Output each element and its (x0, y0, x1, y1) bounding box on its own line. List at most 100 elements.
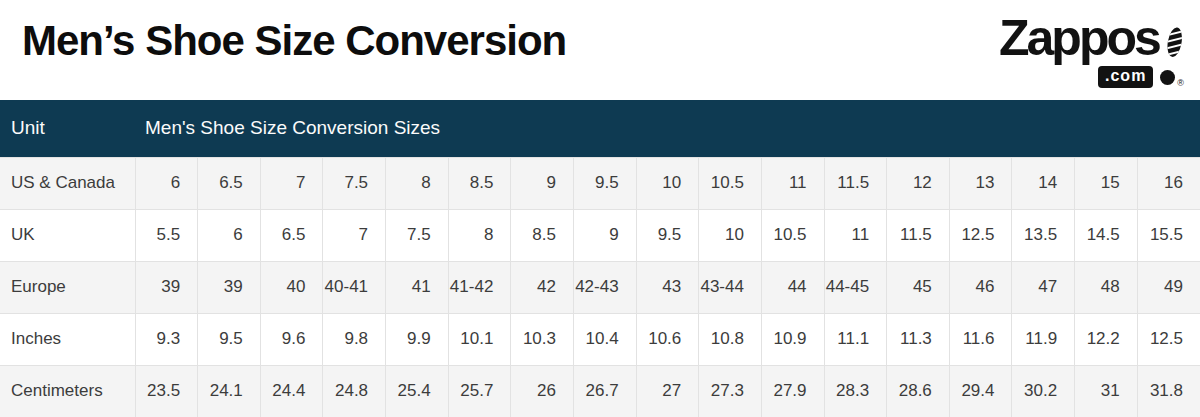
size-cell: 10.5 (699, 157, 762, 209)
size-cell: 27 (636, 365, 699, 417)
size-cell: 9.5 (573, 157, 636, 209)
size-cell: 6 (198, 209, 261, 261)
size-cell: 28.3 (824, 365, 887, 417)
size-cell: 10.5 (761, 209, 824, 261)
size-cell: 7.5 (323, 157, 386, 209)
page: Men’s Shoe Size Conversion Zappos (0, 0, 1200, 417)
size-cell: 11 (824, 209, 887, 261)
page-title: Men’s Shoe Size Conversion (22, 17, 566, 65)
size-cell: 9 (511, 157, 574, 209)
size-cell: 10.1 (448, 313, 511, 365)
sizes-column-header: Men's Shoe Size Conversion Sizes (135, 100, 1200, 157)
size-cell: 12 (887, 157, 950, 209)
size-cell: 9.5 (198, 313, 261, 365)
size-cell: 26.7 (573, 365, 636, 417)
size-cell: 11.5 (824, 157, 887, 209)
size-cell: 9.5 (636, 209, 699, 261)
table-row: UK5.566.577.588.599.51010.51111.512.513.… (0, 209, 1200, 261)
size-cell: 10.9 (761, 313, 824, 365)
size-cell: 24.4 (260, 365, 323, 417)
size-cell: 25.4 (386, 365, 449, 417)
row-label: UK (0, 209, 135, 261)
size-cell: 15.5 (1137, 209, 1200, 261)
size-cell: 13.5 (1012, 209, 1075, 261)
size-cell: 16 (1137, 157, 1200, 209)
size-cell: 10 (636, 157, 699, 209)
table-row: Europe39394040-414141-424242-434343-4444… (0, 261, 1200, 313)
size-cell: 8 (386, 157, 449, 209)
table-row: US & Canada66.577.588.599.51010.51111.51… (0, 157, 1200, 209)
size-cell: 48 (1075, 261, 1138, 313)
size-cell: 40 (260, 261, 323, 313)
size-cell: 14.5 (1075, 209, 1138, 261)
row-label: Centimeters (0, 365, 135, 417)
size-cell: 6.5 (198, 157, 261, 209)
table-row: Centimeters23.524.124.424.825.425.72626.… (0, 365, 1200, 417)
size-cell: 9.8 (323, 313, 386, 365)
size-cell: 9.6 (260, 313, 323, 365)
size-cell: 43-44 (699, 261, 762, 313)
size-cell: 49 (1137, 261, 1200, 313)
size-cell: 11.3 (887, 313, 950, 365)
size-cell: 11.6 (949, 313, 1012, 365)
registered-trademark-symbol: ® (1177, 78, 1184, 88)
top-banner: Men’s Shoe Size Conversion Zappos (0, 0, 1200, 100)
size-cell: 28.6 (887, 365, 950, 417)
size-cell: 9.9 (386, 313, 449, 365)
size-cell: 8.5 (448, 157, 511, 209)
size-cell: 12.5 (1137, 313, 1200, 365)
size-cell: 12.5 (949, 209, 1012, 261)
zappos-wordmark: Zappos (999, 12, 1159, 64)
size-cell: 42-43 (573, 261, 636, 313)
size-cell: 11 (761, 157, 824, 209)
size-cell: 44-45 (824, 261, 887, 313)
size-cell: 31 (1075, 365, 1138, 417)
size-cell: 25.7 (448, 365, 511, 417)
size-cell: 40-41 (323, 261, 386, 313)
size-cell: 8.5 (511, 209, 574, 261)
size-conversion-table: Unit Men's Shoe Size Conversion Sizes US… (0, 100, 1200, 417)
table-row: Inches9.39.59.69.89.910.110.310.410.610.… (0, 313, 1200, 365)
unit-column-header: Unit (0, 100, 135, 157)
size-cell: 26 (511, 365, 574, 417)
row-label: Europe (0, 261, 135, 313)
row-label: Inches (0, 313, 135, 365)
zappos-exclamation-dot-icon (1160, 70, 1175, 85)
size-cell: 11.9 (1012, 313, 1075, 365)
size-cell: 6.5 (260, 209, 323, 261)
size-cell: 27.3 (699, 365, 762, 417)
table-header-row: Unit Men's Shoe Size Conversion Sizes (0, 100, 1200, 157)
size-cell: 47 (1012, 261, 1075, 313)
zappos-shoe-exclamation-icon (1164, 14, 1184, 74)
size-cell: 11.5 (887, 209, 950, 261)
size-cell: 12.2 (1075, 313, 1138, 365)
size-cell: 24.1 (198, 365, 261, 417)
size-cell: 10 (699, 209, 762, 261)
size-cell: 10.4 (573, 313, 636, 365)
size-cell: 10.6 (636, 313, 699, 365)
size-cell: 42 (511, 261, 574, 313)
size-cell: 24.8 (323, 365, 386, 417)
size-cell: 41 (386, 261, 449, 313)
size-cell: 9 (573, 209, 636, 261)
size-cell: 39 (198, 261, 261, 313)
size-cell: 27.9 (761, 365, 824, 417)
size-cell: 9.3 (135, 313, 198, 365)
size-cell: 7 (260, 157, 323, 209)
size-cell: 15 (1075, 157, 1138, 209)
size-cell: 45 (887, 261, 950, 313)
size-cell: 13 (949, 157, 1012, 209)
size-cell: 10.3 (511, 313, 574, 365)
size-cell: 7 (323, 209, 386, 261)
zappos-logo-row: Zappos (999, 12, 1184, 74)
row-label: US & Canada (0, 157, 135, 209)
size-cell: 43 (636, 261, 699, 313)
size-cell: 10.8 (699, 313, 762, 365)
size-cell: 5.5 (135, 209, 198, 261)
size-cell: 46 (949, 261, 1012, 313)
size-cell: 23.5 (135, 365, 198, 417)
zappos-logo-bottom: .com ® (1098, 66, 1184, 88)
size-cell: 14 (1012, 157, 1075, 209)
size-cell: 8 (448, 209, 511, 261)
zappos-dot-com-badge: .com (1098, 66, 1153, 88)
